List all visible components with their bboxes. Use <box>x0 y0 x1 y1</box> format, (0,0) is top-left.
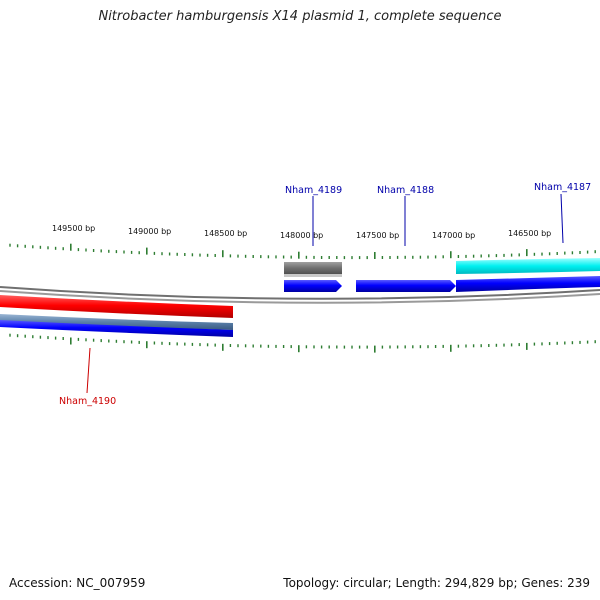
product-feature-nham-4187[interactable] <box>456 258 600 274</box>
sequence-backbone <box>0 286 600 304</box>
gene-label-nham-4188[interactable]: Nham_4188 <box>377 185 434 196</box>
ruler-label-149000: 149000 bp <box>128 227 171 236</box>
ruler-label-147000: 147000 bp <box>432 231 475 240</box>
gene-feature-nham-4187[interactable] <box>456 276 600 292</box>
ruler-label-146500: 146500 bp <box>508 229 551 238</box>
ruler-label-149500: 149500 bp <box>52 224 95 233</box>
ruler-label-148000: 148000 bp <box>280 231 323 240</box>
cds-feature-nham-4190[interactable] <box>0 320 233 337</box>
gray-feature-shadow <box>284 274 342 277</box>
gene-feature-nham-4189[interactable] <box>284 280 342 292</box>
accession-label: Accession: NC_007959 <box>9 576 146 590</box>
gene-label-nham-4189[interactable]: Nham_4189 <box>285 185 342 196</box>
gene-label-nham-4190[interactable]: Nham_4190 <box>59 396 116 407</box>
gene-feature-nham-4188[interactable] <box>356 280 456 292</box>
gene-label-nham-4187[interactable]: Nham_4187 <box>534 182 591 193</box>
upper-ruler-ticks <box>9 243 596 260</box>
leader-line-nham-4190 <box>86 347 91 394</box>
ruler-labels: 149500 bp 149000 bp 148500 bp 148000 bp … <box>52 224 551 240</box>
product-feature-nham-4190[interactable] <box>0 314 233 330</box>
lower-ruler-ticks <box>9 333 596 353</box>
ruler-label-147500: 147500 bp <box>356 231 399 240</box>
gray-feature[interactable] <box>284 262 342 274</box>
ruler-label-148500: 148500 bp <box>204 229 247 238</box>
gene-feature-nham-4190[interactable] <box>0 295 233 318</box>
topology-summary: Topology: circular; Length: 294,829 bp; … <box>283 576 590 590</box>
map-title: Nitrobacter hamburgensis X14 plasmid 1, … <box>98 9 502 24</box>
leader-line-nham-4187 <box>560 193 564 244</box>
